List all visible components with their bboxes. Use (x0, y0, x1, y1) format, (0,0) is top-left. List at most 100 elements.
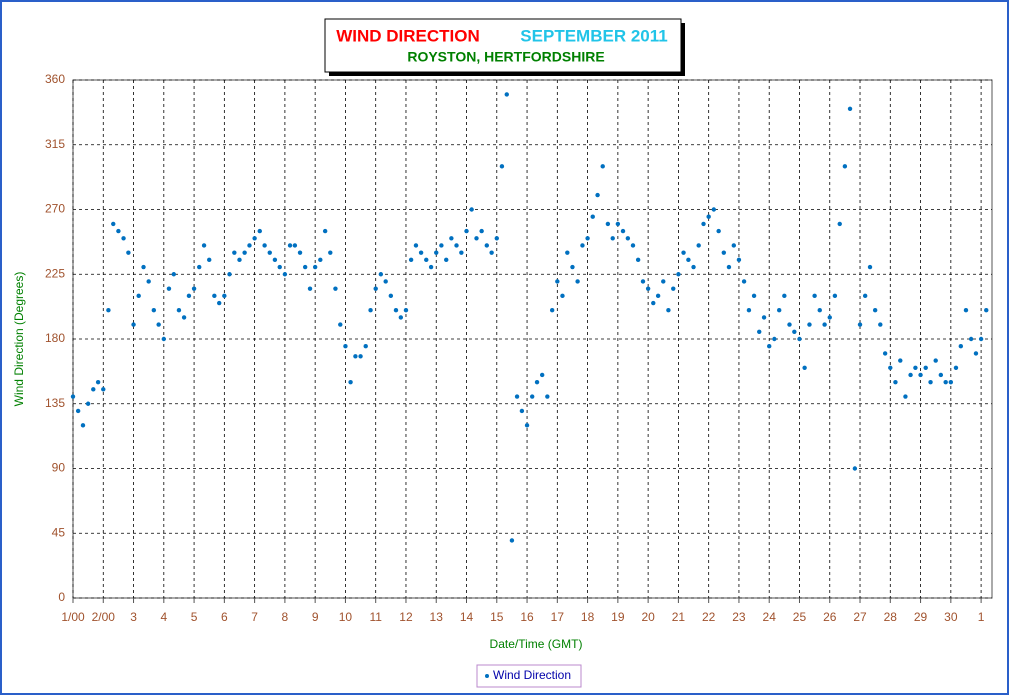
point (645, 286, 651, 291)
y-tick-label: 270 (45, 202, 65, 216)
point (545, 394, 550, 399)
point (857, 322, 863, 327)
point (479, 228, 484, 234)
point (418, 250, 424, 255)
point (424, 257, 429, 263)
point (842, 164, 848, 169)
point (903, 394, 908, 399)
title-box (324, 18, 682, 73)
point (428, 264, 434, 270)
point (312, 264, 318, 270)
point (534, 379, 540, 385)
x-axis-label: Date/Time (GMT) (490, 637, 583, 651)
point (176, 308, 182, 313)
point (131, 322, 136, 327)
point (116, 228, 121, 234)
point (257, 228, 262, 234)
point (852, 466, 858, 471)
point (711, 207, 717, 212)
point (661, 279, 666, 284)
point (524, 423, 530, 428)
point (555, 279, 560, 284)
point (655, 293, 661, 299)
point (262, 243, 267, 248)
point (328, 250, 333, 255)
point (984, 308, 989, 313)
point (761, 315, 767, 320)
point (217, 300, 222, 306)
point (746, 308, 752, 313)
point (666, 308, 671, 313)
x-tick-label: 10 (339, 610, 353, 624)
point (625, 236, 631, 241)
point (908, 372, 913, 378)
point (509, 538, 515, 543)
x-tick-label: 5 (191, 610, 198, 624)
point (272, 257, 278, 263)
point (691, 264, 696, 270)
point (439, 243, 444, 248)
point (197, 264, 202, 270)
x-tick-label: 16 (520, 610, 534, 624)
point (353, 354, 358, 359)
legend (476, 664, 582, 688)
point (570, 264, 575, 270)
point (247, 243, 252, 248)
point (126, 250, 131, 255)
point (640, 279, 646, 284)
point (560, 293, 565, 299)
y-tick-label: 45 (52, 525, 66, 539)
point (539, 372, 545, 378)
point (872, 308, 878, 313)
point (388, 293, 394, 299)
point (938, 372, 944, 378)
point (928, 379, 933, 385)
point (121, 236, 126, 241)
legend-label: Wind Direction (493, 668, 571, 682)
point (166, 286, 172, 291)
point (106, 308, 111, 313)
point (403, 308, 409, 313)
point (600, 164, 605, 169)
point (95, 379, 101, 385)
point (75, 408, 81, 414)
x-tick-label: 15 (490, 610, 504, 624)
point (862, 293, 868, 299)
point (968, 336, 974, 342)
point (85, 401, 91, 406)
point (867, 264, 873, 270)
legend-marker (485, 674, 489, 678)
point (651, 300, 656, 306)
x-tick-label: 1/00 (61, 610, 85, 624)
point (237, 257, 242, 263)
x-tick-label: 3 (130, 610, 137, 624)
point (161, 336, 167, 342)
point (322, 228, 328, 234)
y-tick-label: 225 (45, 266, 65, 280)
point (363, 343, 368, 349)
point (772, 336, 777, 342)
point (878, 322, 883, 327)
point (373, 286, 378, 291)
x-tick-label: 11 (369, 610, 382, 624)
point (146, 279, 151, 284)
point (767, 343, 772, 349)
point (398, 315, 404, 320)
chart-subtitle: SEPTEMBER 2011 (520, 26, 667, 45)
point (832, 293, 838, 299)
point (70, 394, 76, 399)
point (882, 351, 888, 356)
x-tick-label: 2/00 (92, 610, 116, 624)
point (973, 351, 979, 356)
point (201, 243, 207, 248)
point (191, 286, 197, 291)
point (484, 243, 489, 248)
point (787, 322, 792, 327)
chart-title: WIND DIRECTION (336, 26, 480, 45)
point (282, 272, 288, 277)
x-tick-label: 23 (732, 610, 746, 624)
x-tick-label: 8 (282, 610, 289, 624)
x-tick-label: 21 (672, 610, 686, 624)
point (610, 236, 615, 241)
